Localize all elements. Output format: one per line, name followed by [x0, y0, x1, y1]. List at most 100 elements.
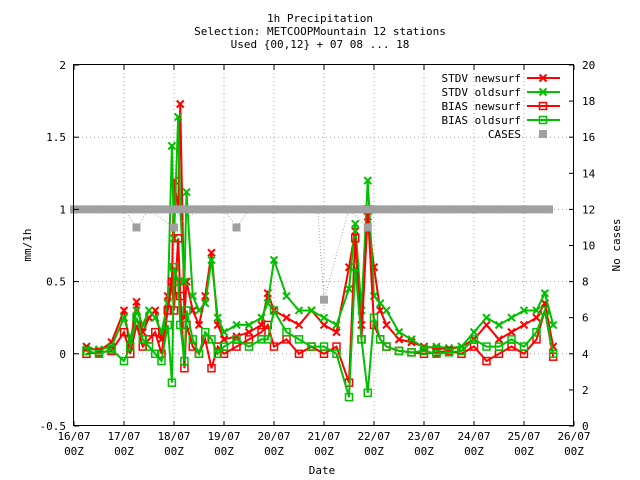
- legend-marker: [538, 101, 548, 111]
- data-point: [269, 255, 279, 265]
- x-tick-label-hour: 00Z: [514, 445, 534, 458]
- data-point: [457, 346, 466, 356]
- data-point: [507, 335, 516, 344]
- series-line: [86, 103, 555, 353]
- series-line: [74, 208, 549, 300]
- data-point: [332, 327, 341, 337]
- data-point: [519, 320, 529, 330]
- y-tick-label: 1.5: [46, 131, 66, 144]
- x-tick-label-hour: 00Z: [164, 445, 184, 458]
- data-point: [201, 327, 210, 337]
- data-point: [495, 205, 503, 214]
- data-point: [470, 205, 478, 214]
- data-point: [519, 306, 529, 315]
- data-point: [282, 291, 291, 301]
- title-line-1: 1h Precipitation: [267, 12, 373, 25]
- data-point: [332, 320, 341, 330]
- data-point: [307, 306, 316, 315]
- y2-tick-label: 12: [582, 203, 595, 216]
- data-point: [263, 335, 272, 344]
- data-point: [363, 223, 372, 232]
- x-tick-label-hour: 00Z: [314, 445, 334, 458]
- data-point: [119, 327, 129, 337]
- data-point: [519, 342, 529, 351]
- y2-tick-label: 18: [582, 95, 595, 108]
- data-point: [167, 141, 177, 151]
- legend-item: STDV oldsurf: [442, 86, 560, 99]
- data-point: [532, 327, 541, 337]
- data-point: [132, 223, 141, 232]
- legend-marker: [539, 130, 547, 138]
- y2-tick-label: 2: [582, 384, 589, 397]
- y-tick-label: 2: [59, 59, 66, 72]
- data-point: [363, 176, 372, 185]
- data-point: [394, 327, 404, 337]
- data-point: [151, 313, 160, 322]
- data-point: [119, 313, 129, 322]
- data-point: [126, 342, 135, 351]
- y2-tick-label: 10: [582, 240, 595, 253]
- data-point: [382, 306, 391, 315]
- data-point: [119, 356, 129, 366]
- data-point: [363, 388, 372, 398]
- data-point: [219, 342, 229, 351]
- x-tick-label-hour: 00Z: [214, 445, 234, 458]
- data-point: [319, 342, 329, 351]
- data-point: [195, 205, 203, 214]
- data-point: [376, 335, 385, 344]
- x-tick-label-hour: 00Z: [414, 445, 434, 458]
- x-tick-label-date: 26/07: [557, 430, 590, 443]
- data-point: [313, 205, 322, 214]
- y2-tick-label: 20: [582, 59, 595, 72]
- x-tick-label-date: 16/07: [57, 430, 90, 443]
- y2-tick-label: 6: [582, 312, 589, 325]
- data-point: [144, 342, 154, 351]
- data-point: [494, 335, 504, 344]
- data-point: [157, 356, 166, 366]
- data-point: [351, 219, 360, 229]
- data-point: [169, 262, 179, 272]
- legend-marker: [538, 87, 548, 97]
- data-point: [95, 205, 103, 214]
- data-point: [269, 306, 279, 315]
- x-tick-label-hour: 00Z: [264, 445, 284, 458]
- data-point: [132, 306, 141, 315]
- y2-tick-label: 16: [582, 131, 595, 144]
- legend-marker: [538, 115, 548, 125]
- legend-item: STDV newsurf: [442, 72, 560, 85]
- data-point: [382, 320, 391, 330]
- y-tick-label: -0.5: [40, 420, 67, 433]
- y2-tick-label: 4: [582, 348, 589, 361]
- data-point: [420, 205, 428, 214]
- x-tick-label-date: 18/07: [157, 430, 190, 443]
- legend-label: STDV oldsurf: [442, 86, 521, 99]
- data-point: [182, 187, 191, 197]
- x-axis-label: Date: [309, 464, 336, 477]
- data-point: [407, 348, 416, 357]
- data-point: [207, 335, 216, 344]
- data-point: [263, 299, 272, 308]
- data-point: [432, 349, 441, 359]
- data-point: [207, 248, 216, 257]
- data-point: [532, 306, 541, 315]
- data-point: [94, 349, 104, 359]
- data-point: [173, 234, 183, 243]
- series-bias-oldsurf: [82, 262, 558, 402]
- data-point: [370, 205, 378, 214]
- data-point: [445, 205, 453, 214]
- data-point: [188, 335, 197, 344]
- x-tick-label-hour: 00Z: [364, 445, 384, 458]
- data-point: [132, 313, 141, 322]
- legend-item: BIAS oldsurf: [442, 114, 560, 127]
- data-point: [469, 327, 479, 337]
- y-tick-label: 1: [59, 203, 66, 216]
- data-point: [176, 320, 185, 330]
- data-point: [244, 342, 254, 351]
- data-point: [332, 349, 341, 359]
- series-layer: [70, 99, 558, 402]
- series-cases: [70, 205, 553, 304]
- data-point: [419, 346, 429, 356]
- data-point: [520, 205, 528, 214]
- data-point: [351, 234, 360, 243]
